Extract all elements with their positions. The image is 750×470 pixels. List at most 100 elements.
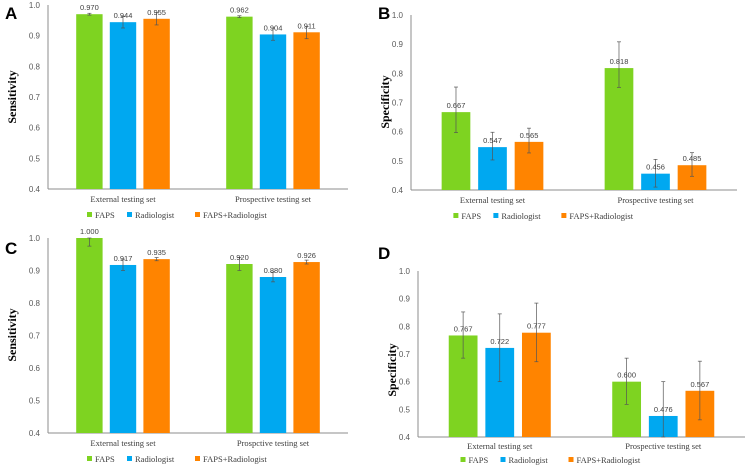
legend-label: FAPS+Radiologist: [569, 211, 633, 221]
legend-swatch: [493, 213, 499, 218]
y-axis-label: Specificity: [385, 343, 399, 396]
x-category-label: Prospctive testing set: [237, 438, 310, 448]
data-label: 0.667: [447, 101, 466, 110]
x-category-label: Prospective testing set: [617, 195, 694, 205]
legend-swatch: [460, 457, 466, 462]
y-tick-label: 0.8: [392, 69, 404, 78]
bar-radiologist: [109, 264, 137, 433]
data-label: 0.904: [264, 23, 283, 32]
panel-label: B: [378, 4, 390, 23]
data-label: 0.818: [610, 57, 629, 66]
bar-radiologist: [109, 22, 137, 189]
legend-swatch: [500, 457, 506, 462]
panel-label: C: [5, 239, 17, 258]
legend-label: FAPS: [461, 211, 481, 221]
bar-radiologist: [259, 277, 287, 433]
legend-label: FAPS+Radiologist: [577, 455, 641, 465]
chart-panel-a: A 0.4 0.5 0.6 0.7 0.8 0.9 1.0 Sensitivity Externa…: [5, 1, 348, 220]
y-tick-label: 0.7: [399, 350, 411, 359]
bar-radiologist: [259, 34, 287, 189]
data-label: 0.955: [147, 8, 166, 17]
data-label: 0.920: [230, 253, 249, 262]
y-tick-label: 1.0: [29, 1, 41, 10]
y-tick-label: 0.5: [392, 157, 404, 166]
y-tick-label: 0.6: [392, 128, 404, 137]
legend-swatch: [568, 457, 574, 462]
legend-swatch: [195, 212, 200, 217]
panel-label: D: [378, 244, 390, 263]
data-label: 0.962: [230, 6, 249, 15]
y-tick-label: 1.0: [392, 11, 404, 20]
y-tick-label: 0.8: [399, 322, 411, 331]
y-tick-label: 0.6: [29, 124, 41, 133]
data-label: 0.935: [147, 248, 166, 257]
y-tick-label: 0.6: [399, 378, 411, 387]
data-label: 0.880: [264, 266, 283, 275]
x-category-label: External testing set: [90, 438, 156, 448]
legend-label: FAPS: [469, 455, 489, 465]
y-tick-label: 0.9: [29, 32, 41, 41]
bar-faps: [76, 238, 103, 433]
y-axis-label: Specificity: [378, 75, 392, 128]
y-tick-label: 0.7: [29, 332, 41, 341]
data-label: 0.456: [646, 163, 665, 172]
data-label: 0.917: [114, 254, 133, 263]
data-label: 0.567: [690, 380, 709, 389]
y-tick-label: 0.5: [399, 405, 411, 414]
data-label: 0.767: [454, 324, 473, 333]
y-tick-label: 0.4: [29, 185, 41, 194]
x-category-label: Prospective testing set: [235, 194, 312, 204]
bar-faps: [226, 16, 253, 189]
y-tick-label: 0.5: [29, 154, 41, 163]
data-label: 0.777: [527, 322, 546, 331]
legend-label: Radiologist: [509, 455, 549, 465]
data-label: 0.476: [654, 405, 673, 414]
legend-swatch: [453, 213, 459, 218]
x-category-label: External testing set: [460, 195, 526, 205]
y-tick-label: 0.4: [29, 429, 41, 438]
legend-swatch: [87, 212, 92, 217]
data-label: 0.926: [297, 251, 316, 260]
bar-faps-plus-radiologist: [143, 18, 170, 189]
legend-label: FAPS+Radiologist: [203, 210, 267, 220]
chart-panel-c: C 0.4 0.5 0.6 0.7 0.8 0.9 1.0 Sensitivity Externa…: [5, 227, 348, 464]
data-label: 0.944: [114, 11, 133, 20]
bar-faps-plus-radiologist: [293, 32, 320, 189]
legend-label: Radiologist: [135, 454, 175, 464]
chart-panel-d: D 0.4 0.5 0.6 0.7 0.8 0.9 1.0 Specificity Externa…: [378, 244, 745, 465]
data-label: 1.000: [80, 227, 99, 236]
y-tick-label: 0.4: [392, 186, 404, 195]
legend-swatch: [127, 212, 132, 217]
legend-swatch: [561, 213, 567, 218]
legend-label: Radiologist: [501, 211, 541, 221]
y-tick-label: 0.8: [29, 299, 41, 308]
legend-label: FAPS: [95, 454, 115, 464]
legend-swatch: [195, 456, 200, 461]
bar-faps: [76, 14, 103, 190]
bar-faps-plus-radiologist: [293, 262, 320, 433]
bar-faps-plus-radiologist: [143, 259, 170, 433]
bar-faps: [226, 264, 253, 433]
y-tick-label: 0.9: [29, 267, 41, 276]
x-category-label: Prospective testing set: [625, 441, 702, 451]
y-tick-label: 0.6: [29, 364, 41, 373]
y-tick-label: 0.9: [399, 295, 411, 304]
y-axis-label: Sensitivity: [5, 308, 19, 361]
bar-faps: [604, 68, 634, 190]
legend-swatch: [87, 456, 92, 461]
x-category-label: External testing set: [90, 194, 156, 204]
y-tick-label: 0.7: [29, 93, 41, 102]
y-tick-label: 1.0: [399, 267, 411, 276]
data-label: 0.722: [490, 337, 509, 346]
data-label: 0.547: [483, 136, 502, 145]
data-label: 0.565: [520, 131, 539, 140]
data-label: 0.970: [80, 3, 99, 12]
chart-panel-b: B 0.4 0.5 0.6 0.7 0.8 0.9 1.0 Specificity Externa…: [378, 4, 737, 221]
x-category-label: External testing set: [467, 441, 533, 451]
y-tick-label: 1.0: [29, 234, 41, 243]
legend-label: Radiologist: [135, 210, 175, 220]
legend-label: FAPS: [95, 210, 115, 220]
y-tick-label: 0.4: [399, 433, 411, 442]
data-label: 0.911: [297, 21, 315, 30]
